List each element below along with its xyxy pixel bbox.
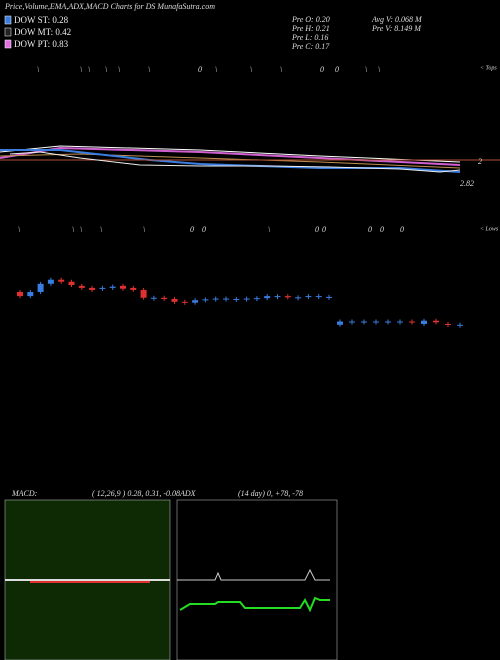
candle-body bbox=[27, 292, 34, 297]
candle-body bbox=[120, 285, 126, 289]
candle-body bbox=[295, 297, 302, 299]
candle-body bbox=[58, 279, 65, 282]
low-mark: \ bbox=[143, 225, 145, 234]
top-mark: \ bbox=[88, 65, 90, 74]
adx-params: (14 day) 0, +78, -78 bbox=[238, 489, 303, 498]
macd-params: ( 12,26,9 ) 0.28, 0.31, -0.08 bbox=[92, 489, 180, 498]
candle-body bbox=[192, 300, 199, 303]
top-mark: \ bbox=[280, 65, 282, 74]
candle-body bbox=[233, 298, 240, 300]
candle-body bbox=[385, 321, 391, 323]
low-mark: \ bbox=[80, 225, 82, 234]
top-mark: \ bbox=[37, 65, 39, 74]
top-mark: \ bbox=[80, 65, 82, 74]
candle-body bbox=[373, 321, 379, 323]
legend-label: DOW PT: 0.83 bbox=[14, 39, 69, 49]
stat: Avg V: 0.068 M bbox=[371, 15, 423, 24]
candle-body bbox=[326, 296, 332, 298]
top-mark: \ bbox=[250, 65, 252, 74]
stat: Pre L: 0.16 bbox=[291, 33, 328, 42]
candle-body bbox=[68, 281, 75, 286]
candle-body bbox=[349, 321, 355, 323]
candle-body bbox=[433, 320, 439, 323]
moving-averages bbox=[0, 145, 500, 173]
stat: Pre H: 0.21 bbox=[291, 24, 330, 33]
candle-body bbox=[161, 297, 168, 299]
top-mark: \ bbox=[148, 65, 150, 74]
low-mark: \ bbox=[268, 225, 270, 234]
top-mark: \ bbox=[378, 65, 380, 74]
top-mark: 0 bbox=[335, 65, 339, 74]
candle-body bbox=[397, 321, 403, 323]
candle-body bbox=[202, 299, 209, 301]
top-mark: 0 bbox=[320, 65, 324, 74]
lows-label: < Lows bbox=[480, 226, 499, 232]
tops-label: < Tops bbox=[480, 65, 497, 71]
candle-body bbox=[361, 321, 367, 323]
candle-body bbox=[253, 298, 260, 300]
stat: Pre V: 8.149 M bbox=[371, 24, 422, 33]
candle-body bbox=[284, 296, 291, 298]
legend-swatch bbox=[4, 15, 12, 25]
candle-body bbox=[78, 285, 85, 288]
candle-body bbox=[337, 321, 343, 325]
candle-body bbox=[89, 287, 96, 290]
candle-body bbox=[212, 298, 219, 300]
macd-label: MACD: bbox=[11, 489, 38, 498]
price-label: 2 bbox=[478, 157, 482, 166]
top-mark: \ bbox=[118, 65, 120, 74]
candle-body bbox=[243, 298, 250, 300]
low-mark: 0 bbox=[322, 225, 326, 234]
candle-body bbox=[315, 296, 322, 298]
legend-swatch bbox=[4, 27, 12, 37]
legend-swatch bbox=[4, 39, 12, 49]
top-mark: \ bbox=[215, 65, 217, 74]
candle-body bbox=[409, 321, 415, 323]
candle-body bbox=[181, 301, 188, 303]
low-mark: \ bbox=[72, 225, 74, 234]
candle-body bbox=[171, 298, 178, 302]
candle-body bbox=[99, 287, 106, 289]
candle-body bbox=[445, 323, 451, 325]
candle-body bbox=[421, 320, 427, 324]
top-mark: \ bbox=[365, 65, 367, 74]
top-mark: 0 bbox=[198, 65, 202, 74]
candle-body bbox=[130, 287, 137, 290]
low-mark: \ bbox=[100, 225, 102, 234]
legend-label: DOW MT: 0.42 bbox=[14, 27, 71, 37]
candle-body bbox=[274, 296, 281, 298]
candle-body bbox=[17, 292, 23, 297]
adx-label: ADX bbox=[179, 489, 197, 498]
low-mark: 0 bbox=[368, 225, 372, 234]
candle-body bbox=[47, 279, 54, 284]
candle-body bbox=[37, 283, 44, 292]
stat: Pre O: 0.20 bbox=[291, 15, 330, 24]
low-mark: 0 bbox=[400, 225, 404, 234]
adx-line bbox=[177, 568, 330, 581]
low-mark: 0 bbox=[190, 225, 194, 234]
stat: Pre C: 0.17 bbox=[291, 42, 330, 51]
price-label: 2.82 bbox=[460, 179, 474, 188]
top-mark: \ bbox=[105, 65, 107, 74]
candle-body bbox=[140, 289, 147, 298]
candle-body bbox=[109, 286, 116, 288]
di-line bbox=[179, 596, 330, 613]
page-title: Price,Volume,EMA,ADX,MACD Charts for DS … bbox=[4, 2, 215, 11]
low-mark: 0 bbox=[202, 225, 206, 234]
candle-body bbox=[264, 296, 271, 299]
low-mark: 0 bbox=[315, 225, 319, 234]
candle-body bbox=[457, 324, 463, 326]
candle-body bbox=[223, 298, 229, 300]
candle-body bbox=[305, 296, 312, 298]
legend-label: DOW ST: 0.28 bbox=[14, 15, 69, 25]
low-mark: \ bbox=[18, 225, 20, 234]
candle-body bbox=[150, 297, 157, 299]
low-mark: 0 bbox=[380, 225, 384, 234]
